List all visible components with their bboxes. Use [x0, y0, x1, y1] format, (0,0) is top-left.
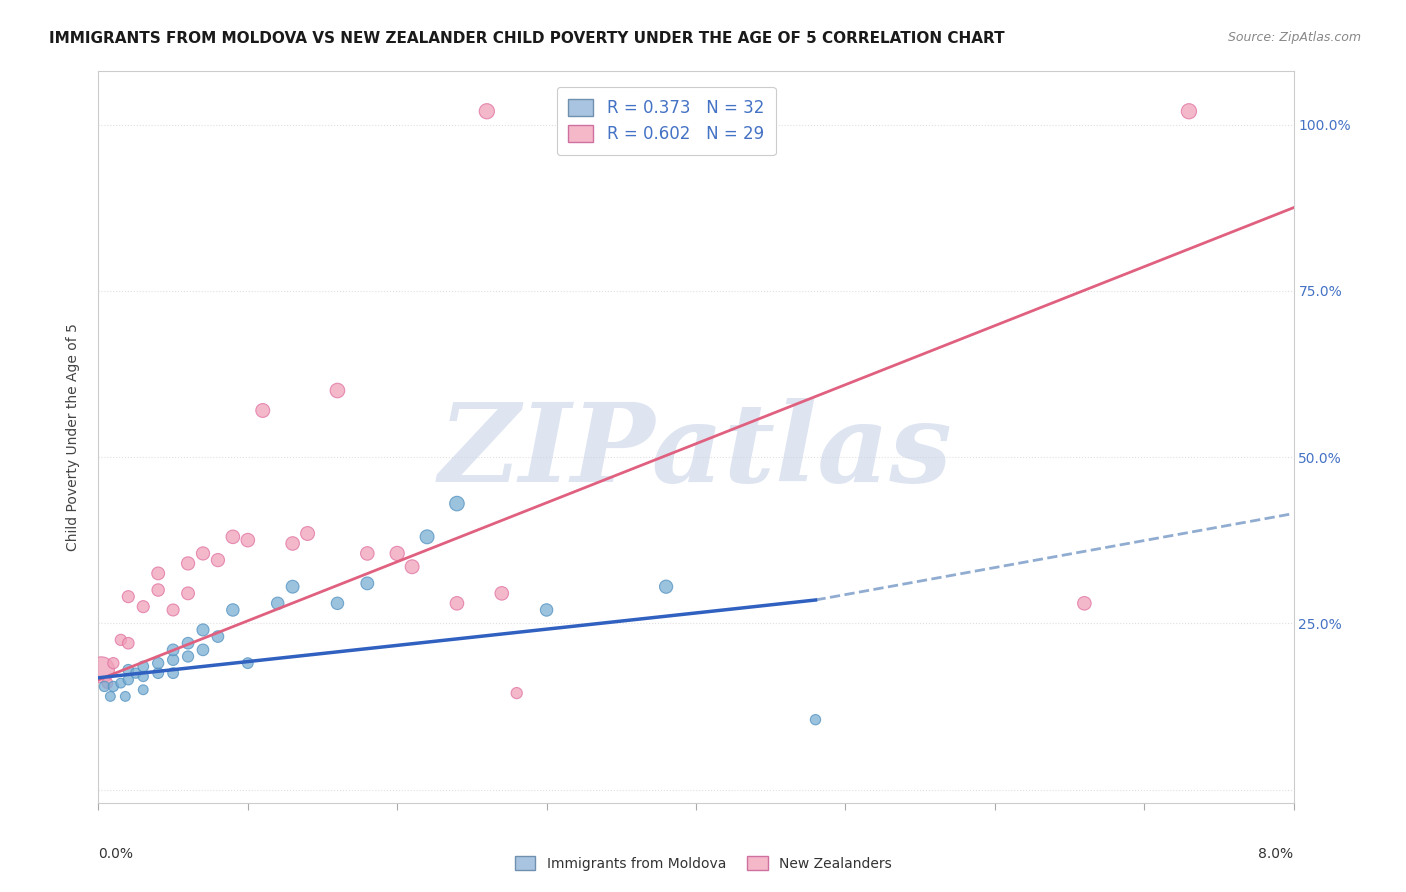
- Point: [110, 632, 132, 647]
- Point: [177, 649, 200, 664]
- Point: [177, 636, 200, 650]
- Point: [117, 636, 139, 650]
- Point: [401, 559, 423, 574]
- Point: [236, 533, 259, 548]
- Point: [446, 497, 468, 511]
- Point: [148, 582, 170, 597]
- Point: [252, 403, 274, 417]
- Point: [162, 603, 184, 617]
- Point: [110, 676, 132, 690]
- Point: [177, 557, 200, 571]
- Point: [222, 530, 245, 544]
- Point: [297, 526, 319, 541]
- Text: 0.0%: 0.0%: [98, 847, 134, 861]
- Point: [114, 690, 136, 704]
- Point: [148, 666, 170, 681]
- Point: [148, 566, 170, 581]
- Point: [356, 576, 378, 591]
- Point: [148, 656, 170, 670]
- Point: [475, 104, 498, 119]
- Text: 8.0%: 8.0%: [1258, 847, 1294, 861]
- Point: [281, 580, 304, 594]
- Text: Source: ZipAtlas.com: Source: ZipAtlas.com: [1227, 31, 1361, 45]
- Point: [103, 656, 125, 670]
- Point: [385, 546, 409, 560]
- Point: [267, 596, 290, 610]
- Point: [281, 536, 304, 550]
- Point: [191, 623, 214, 637]
- Legend: Immigrants from Moldova, New Zealanders: Immigrants from Moldova, New Zealanders: [509, 850, 897, 876]
- Point: [191, 643, 214, 657]
- Point: [162, 643, 184, 657]
- Point: [356, 546, 378, 560]
- Point: [655, 580, 678, 594]
- Point: [162, 666, 184, 681]
- Point: [125, 666, 148, 681]
- Point: [132, 682, 155, 697]
- Point: [117, 673, 139, 687]
- Point: [326, 384, 349, 398]
- Point: [804, 713, 827, 727]
- Point: [90, 663, 112, 677]
- Point: [117, 590, 139, 604]
- Point: [222, 603, 245, 617]
- Point: [96, 676, 118, 690]
- Point: [132, 599, 155, 614]
- Point: [1073, 596, 1095, 610]
- Point: [98, 690, 122, 704]
- Point: [1178, 104, 1201, 119]
- Point: [162, 653, 184, 667]
- Point: [207, 630, 229, 644]
- Point: [103, 680, 125, 694]
- Point: [536, 603, 558, 617]
- Point: [506, 686, 529, 700]
- Point: [416, 530, 439, 544]
- Point: [446, 596, 468, 610]
- Point: [132, 669, 155, 683]
- Text: ZIPatlas: ZIPatlas: [439, 398, 953, 506]
- Point: [491, 586, 513, 600]
- Point: [207, 553, 229, 567]
- Point: [93, 680, 115, 694]
- Text: IMMIGRANTS FROM MOLDOVA VS NEW ZEALANDER CHILD POVERTY UNDER THE AGE OF 5 CORREL: IMMIGRANTS FROM MOLDOVA VS NEW ZEALANDER…: [49, 31, 1005, 46]
- Y-axis label: Child Poverty Under the Age of 5: Child Poverty Under the Age of 5: [66, 323, 80, 551]
- Point: [236, 656, 259, 670]
- Point: [326, 596, 349, 610]
- Point: [132, 659, 155, 673]
- Legend: R = 0.373   N = 32, R = 0.602   N = 29: R = 0.373 N = 32, R = 0.602 N = 29: [557, 87, 776, 155]
- Point: [117, 663, 139, 677]
- Point: [177, 586, 200, 600]
- Point: [191, 546, 214, 560]
